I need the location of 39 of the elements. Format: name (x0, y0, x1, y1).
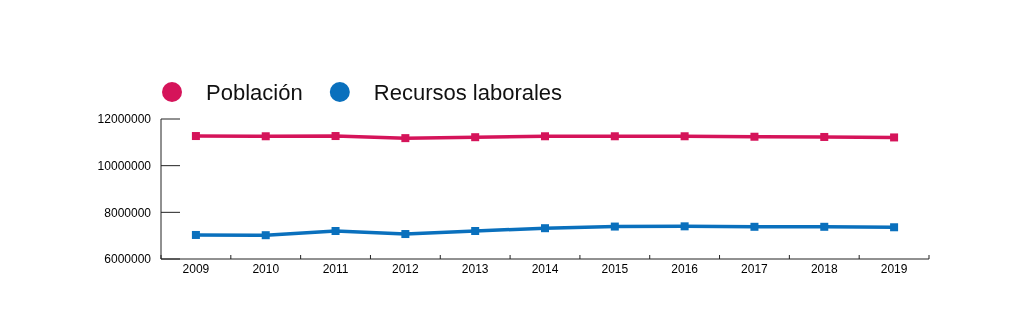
point (680, 132, 689, 141)
x-tick-label: 2012 (392, 262, 420, 276)
point (261, 132, 270, 141)
point (820, 132, 829, 141)
legend-label: Población (206, 80, 303, 105)
point (471, 133, 480, 142)
point (541, 224, 549, 233)
point (610, 132, 619, 141)
point (331, 227, 340, 235)
x-tick-label: 2015 (601, 262, 629, 276)
point (191, 132, 200, 141)
point (680, 222, 689, 231)
y-tick-label: 6000000 (104, 252, 152, 267)
x-tick-label: 2017 (741, 262, 769, 276)
y-tick-label: 10000000 (97, 158, 152, 173)
y-tick-label: 12000000 (97, 112, 152, 127)
x-tick-label: 2018 (810, 262, 838, 276)
x-tick-label: 2009 (182, 262, 210, 276)
point (820, 222, 829, 231)
point (750, 132, 759, 141)
point (401, 230, 410, 239)
point (750, 222, 759, 231)
point (261, 231, 270, 240)
x-tick-label: 2016 (671, 262, 699, 276)
point (471, 227, 480, 235)
legend-label: Recursos laborales (373, 80, 563, 105)
point (401, 134, 410, 143)
x-tick-label: 2011 (322, 262, 349, 276)
x-tick-label: 2014 (531, 262, 559, 276)
point (610, 222, 619, 231)
point (331, 132, 340, 141)
point (890, 133, 899, 142)
point (890, 223, 899, 232)
x-tick-label: 2019 (880, 262, 908, 276)
x-tick-label: 2013 (461, 262, 489, 276)
point (191, 230, 200, 239)
x-tick-label: 2010 (252, 262, 280, 276)
y-tick-label: 8000000 (104, 205, 152, 220)
point (541, 132, 549, 141)
